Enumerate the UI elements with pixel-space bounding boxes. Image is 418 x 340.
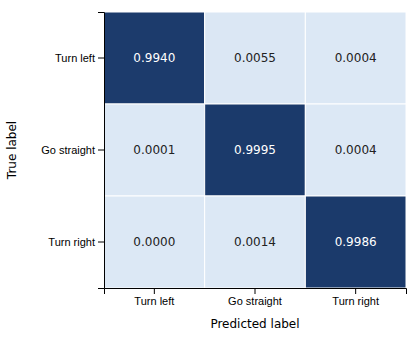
plot: 0.9940 0.0055 0.0004 0.0001 0.9995 0.0004 0.00… <box>41 12 406 307</box>
y-tick: Turn left <box>55 52 104 64</box>
y-tick-mark <box>98 150 104 151</box>
data-label: 0.0004 <box>335 51 377 65</box>
x-tick: Turn left <box>134 288 174 307</box>
y-tick-label: Go straight <box>41 144 95 156</box>
cell <box>305 12 406 104</box>
data-label: 0.9986 <box>335 235 377 249</box>
x-axis: Turn left Go straight Turn right <box>105 288 407 307</box>
y-tick-label: Turn right <box>48 236 95 248</box>
x-tick: Go straight <box>228 288 282 307</box>
cell <box>104 196 205 288</box>
chart: 0.9940 0.0055 0.0004 0.0001 0.9995 0.0004 0.00… <box>0 0 418 340</box>
x-tick: Turn right <box>332 288 379 307</box>
x-axis-title: Predicted label <box>210 317 299 331</box>
cell <box>305 104 406 196</box>
y-tick: Go straight <box>41 144 104 156</box>
cell <box>205 12 306 104</box>
y-tick-label: Turn left <box>55 52 95 64</box>
data-label: 0.0000 <box>133 235 175 249</box>
y-tick-mark <box>98 58 104 59</box>
cell <box>104 12 205 104</box>
cell <box>305 196 406 288</box>
data-label: 0.9940 <box>133 51 175 65</box>
cell <box>104 104 205 196</box>
cells <box>104 12 406 288</box>
x-tick-label: Go straight <box>228 295 282 307</box>
data-label: 0.0055 <box>234 51 276 65</box>
data-label: 0.0004 <box>335 143 377 157</box>
y-axis-line <box>98 13 105 289</box>
x-tick-mark <box>154 288 155 294</box>
cell <box>205 196 306 288</box>
y-tick-mark <box>98 242 104 243</box>
x-tick-mark <box>355 288 356 294</box>
x-tick-label: Turn left <box>134 295 174 307</box>
data-labels: 0.9940 0.0055 0.0004 0.0001 0.9995 0.0004 0.00… <box>133 51 376 249</box>
y-axis-title: True label <box>5 121 19 180</box>
data-label: 0.0001 <box>133 143 175 157</box>
data-label: 0.0014 <box>234 235 276 249</box>
y-axis: Turn left Go straight Turn right <box>41 13 104 289</box>
data-label: 0.9995 <box>234 143 276 157</box>
x-tick-mark <box>255 288 256 294</box>
x-axis-line <box>105 289 407 295</box>
cell <box>205 104 306 196</box>
y-tick: Turn right <box>48 236 104 248</box>
x-tick-label: Turn right <box>332 295 379 307</box>
